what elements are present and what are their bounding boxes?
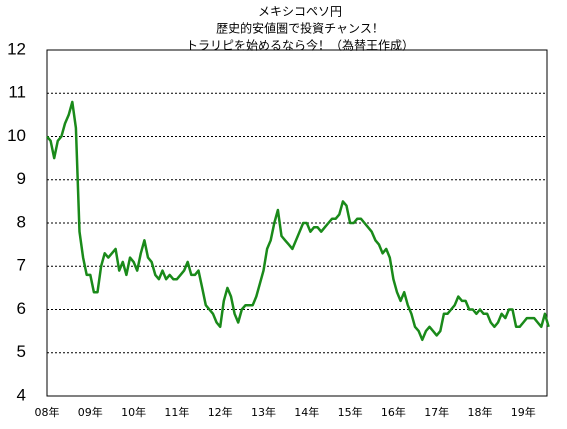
y-tick-label: 12 — [7, 39, 26, 58]
y-tick-label: 4 — [17, 385, 26, 404]
x-tick-label: 19年 — [511, 405, 536, 419]
x-tick-label: 08年 — [35, 405, 60, 419]
x-tick-label: 12年 — [208, 405, 233, 419]
x-tick-label: 11年 — [164, 405, 189, 419]
y-tick-label: 8 — [17, 212, 26, 231]
y-tick-label: 5 — [17, 342, 26, 361]
chart-title: トラリピを始めるなら今！（為替王作成） — [186, 38, 414, 53]
chart-title: メキシコペソ円 — [258, 5, 342, 19]
y-tick-label: 10 — [7, 126, 26, 145]
y-tick-label: 7 — [17, 256, 26, 275]
chart-title: 歴史的安値圏で投資チャンス！ — [216, 21, 384, 36]
y-tick-label: 6 — [17, 299, 26, 318]
x-tick-label: 16年 — [381, 405, 406, 419]
price-line — [46, 100, 550, 342]
x-tick-label: 15年 — [338, 405, 363, 419]
y-tick-label: 11 — [8, 83, 26, 102]
y-tick-label: 9 — [17, 169, 26, 188]
x-tick-label: 13年 — [251, 405, 276, 419]
x-tick-label: 14年 — [294, 405, 319, 419]
x-tick-label: 17年 — [424, 405, 449, 419]
x-tick-label: 18年 — [468, 405, 493, 419]
x-tick-label: 09年 — [78, 405, 103, 419]
x-tick-label: 10年 — [121, 405, 146, 419]
